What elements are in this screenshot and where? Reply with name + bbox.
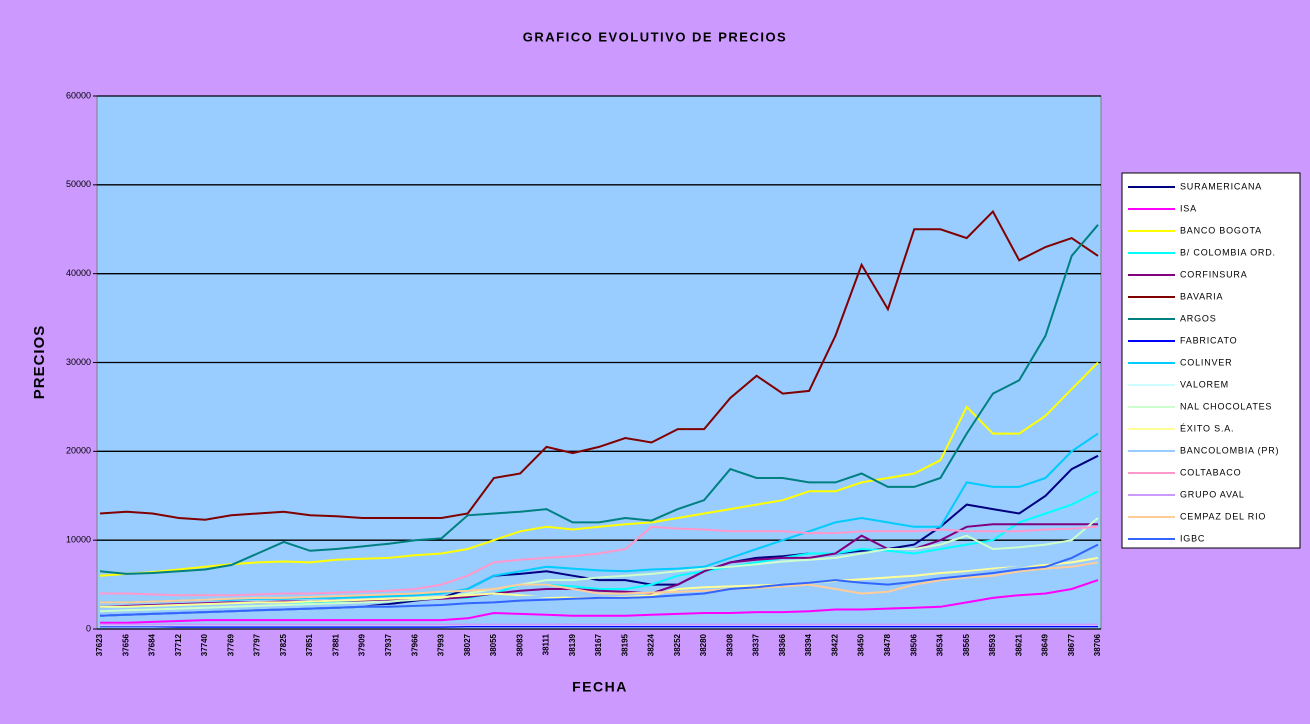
x-tick-label: 38280: [699, 633, 708, 656]
legend-label: CEMPAZ DEL RIO: [1180, 511, 1266, 521]
y-tick-label: 30000: [66, 357, 91, 367]
y-tick-label: 10000: [66, 535, 91, 545]
legend-label: FABRICATO: [1180, 335, 1237, 345]
series-line: [99, 361, 1099, 577]
x-tick-label: 37684: [148, 633, 157, 656]
legend-label: COLINVER: [1180, 357, 1232, 367]
x-axis-title: FECHA: [572, 679, 628, 695]
x-tick-label: 37909: [358, 633, 367, 656]
y-tick-label: 60000: [66, 90, 91, 100]
x-tick-label: 38478: [883, 633, 892, 656]
x-tick-label: 37966: [410, 633, 419, 656]
legend-label: BANCOLOMBIA (PR): [1180, 445, 1279, 455]
legend: [1121, 172, 1301, 549]
legend-label: IGBC: [1180, 533, 1205, 543]
x-tick-label: 37769: [226, 633, 235, 656]
x-tick-label: 38706: [1093, 633, 1102, 656]
x-tick-label: 37993: [437, 633, 446, 656]
x-tick-label: 37881: [331, 633, 340, 656]
x-tick-label: 37656: [121, 633, 130, 656]
x-tick-label: 38534: [936, 633, 945, 656]
series-line: [100, 561, 1099, 604]
x-tick-label: 38139: [568, 633, 577, 656]
x-tick-label: 37623: [95, 633, 104, 656]
x-tick-label: 38308: [725, 633, 734, 656]
series-line: [100, 525, 1099, 597]
y-tick-label: 0: [86, 623, 91, 633]
chart-title: GRAFICO EVOLUTIVO DE PRECIOS: [523, 29, 787, 44]
x-tick-label: 38252: [673, 633, 682, 656]
y-tick-label: 50000: [66, 179, 91, 189]
x-tick-label: 38083: [515, 633, 524, 656]
x-tick-label: 38649: [1041, 633, 1050, 656]
y-tick-label: 20000: [66, 446, 91, 456]
x-tick-label: 38593: [988, 633, 997, 656]
x-tick-label: 37712: [174, 633, 183, 656]
x-tick-label: 37937: [384, 633, 393, 656]
x-tick-label: 38337: [752, 633, 761, 656]
series-line: [99, 543, 1099, 617]
legend-label: CORFINSURA: [1180, 269, 1248, 279]
x-tick-label: 37825: [279, 633, 288, 656]
legend-label: VALOREM: [1180, 379, 1229, 389]
series-line: [100, 625, 1098, 628]
x-tick-label: 38195: [620, 633, 629, 656]
series-line: [99, 517, 1099, 613]
x-tick-label: 38055: [489, 633, 498, 656]
legend-label: SURAMERICANA: [1180, 181, 1262, 191]
legend-label: B/ COLOMBIA ORD.: [1180, 247, 1276, 257]
legend-label: BANCO BOGOTA: [1180, 225, 1262, 235]
legend-label: ÉXITO S.A.: [1180, 423, 1234, 433]
legend-label: BAVARIA: [1180, 291, 1223, 301]
legend-label: GRUPO AVAL: [1180, 489, 1245, 499]
x-tick-label: 38394: [804, 633, 813, 656]
series-line: [99, 209, 1099, 521]
x-tick-label: 38565: [962, 633, 971, 656]
x-tick-label: 38506: [909, 633, 918, 656]
series-line: [99, 224, 1099, 575]
x-tick-label: 38450: [857, 633, 866, 656]
x-tick-label: 37797: [253, 633, 262, 656]
y-tick-label: 40000: [66, 268, 91, 278]
y-axis-title: PRECIOS: [31, 325, 48, 400]
legend-label: ISA: [1180, 203, 1197, 213]
x-tick-label: 38677: [1067, 633, 1076, 656]
x-tick-label: 37851: [305, 633, 314, 656]
x-tick-label: 38167: [594, 633, 603, 656]
x-tick-label: 38621: [1014, 633, 1023, 656]
x-tick-label: 38224: [647, 633, 656, 656]
x-tick-label: 38366: [778, 633, 787, 656]
x-tick-label: 38111: [542, 633, 551, 655]
legend-label: COLTABACO: [1180, 467, 1241, 477]
x-tick-label: 38422: [830, 633, 839, 656]
x-tick-label: 38027: [463, 633, 472, 656]
legend-label: ARGOS: [1180, 313, 1217, 323]
x-tick-label: 37740: [200, 633, 209, 656]
legend-label: NAL CHOCOLATES: [1180, 401, 1272, 411]
series-line: [100, 579, 1099, 624]
